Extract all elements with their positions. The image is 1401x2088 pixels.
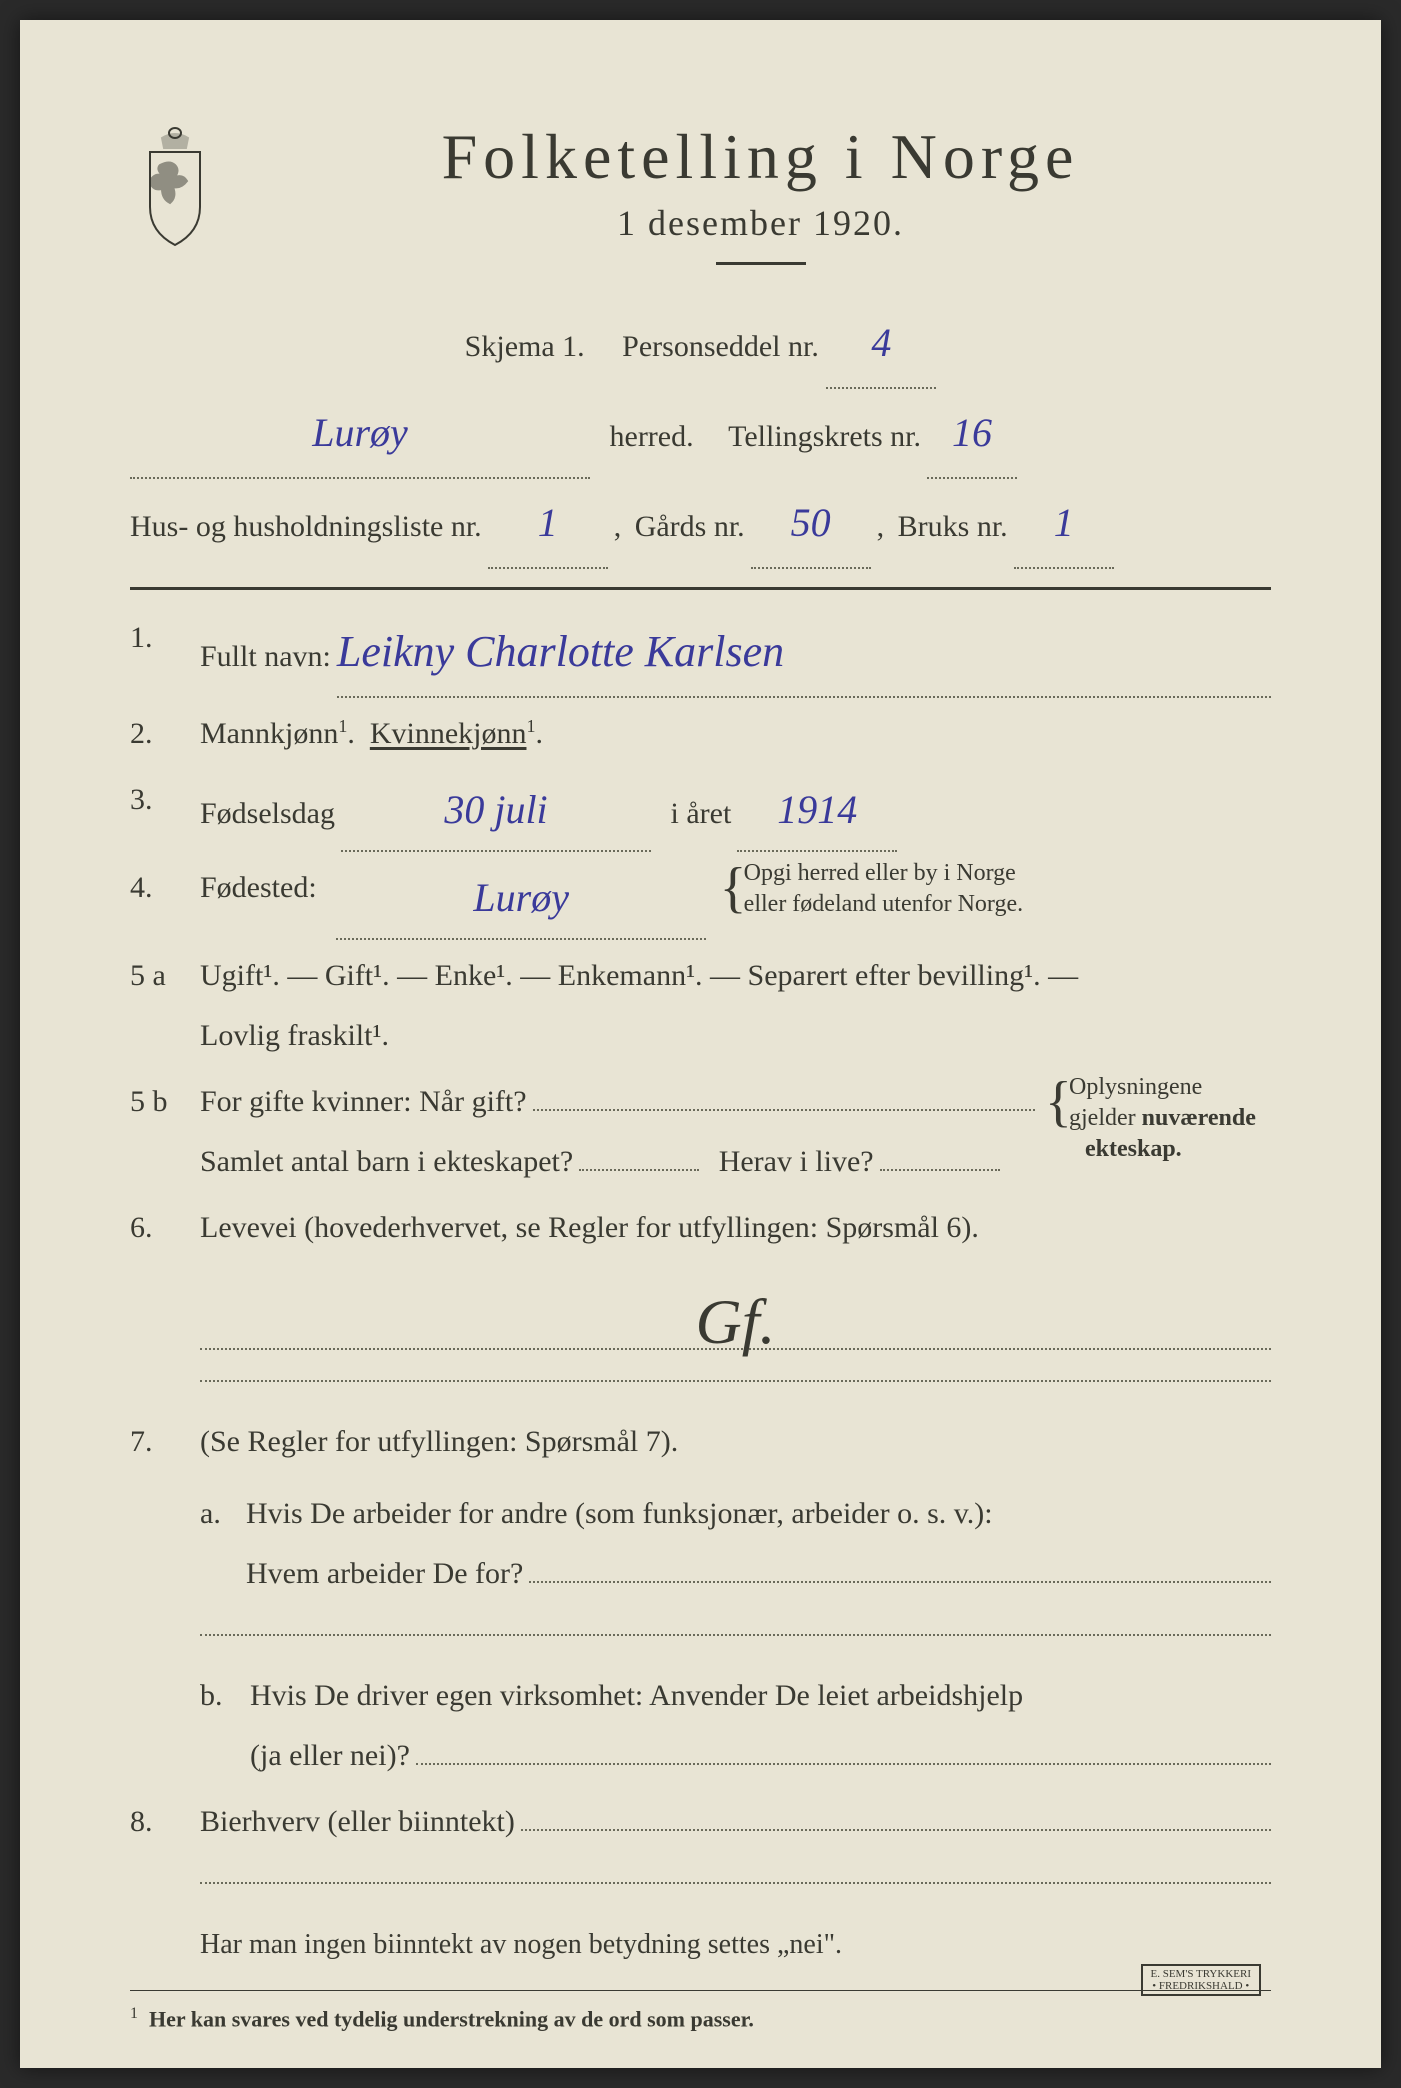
- skjema-line: Skjema 1. Personseddel nr. 4: [130, 299, 1271, 389]
- q5a-options: Ugift¹. — Gift¹. — Enke¹. — Enkemann¹. —…: [200, 946, 1271, 1006]
- q5a-options2: Lovlig fraskilt¹.: [200, 1006, 1271, 1066]
- q4-value: Lurøy: [473, 875, 569, 920]
- q5b-label1: For gifte kvinner: Når gift?: [200, 1072, 527, 1132]
- q5a: 5 a Ugift¹. — Gift¹. — Enke¹. — Enkemann…: [130, 946, 1271, 1066]
- q3-year: 1914: [777, 787, 857, 832]
- gards-value: 50: [791, 500, 831, 545]
- q7: 7. (Se Regler for utfyllingen: Spørsmål …: [130, 1412, 1271, 1604]
- q5b-label3: Herav i live?: [719, 1132, 874, 1192]
- q7b-text1: Hvis De driver egen virksomhet: Anvender…: [250, 1666, 1271, 1726]
- q5b-note: Oplysningene gjelder nuværende ekteskap.: [1051, 1072, 1271, 1166]
- q3-label: Fødselsdag: [200, 784, 335, 844]
- q3-day: 30 juli: [444, 787, 547, 832]
- q8-line: [200, 1882, 1271, 1884]
- q7a-text2: Hvem arbeider De for?: [246, 1544, 523, 1604]
- q5a-num: 5 a: [130, 946, 180, 1066]
- q7-num: 7.: [130, 1412, 180, 1604]
- q1: 1. Fullt navn: Leikny Charlotte Karlsen: [130, 608, 1271, 698]
- title-divider: [716, 262, 806, 265]
- census-form-page: Folketelling i Norge 1 desember 1920. Sk…: [20, 20, 1381, 2068]
- tellingskrets-label: Tellingskrets nr.: [728, 404, 921, 470]
- gards-label: Gårds nr.: [635, 494, 745, 560]
- q3-yearlabel: i året: [671, 784, 732, 844]
- title-block: Folketelling i Norge 1 desember 1920.: [250, 120, 1271, 289]
- header: Folketelling i Norge 1 desember 1920.: [130, 120, 1271, 289]
- q4-num: 4.: [130, 858, 180, 940]
- q6-num: 6.: [130, 1198, 180, 1318]
- q2-mann: Mannkjønn: [200, 717, 338, 750]
- q8: 8. Bierhverv (eller biinntekt): [130, 1792, 1271, 1852]
- q5b-label2: Samlet antal barn i ekteskapet?: [200, 1132, 573, 1192]
- q7-label: (Se Regler for utfyllingen: Spørsmål 7).: [200, 1412, 1271, 1472]
- q1-value: Leikny Charlotte Karlsen: [337, 627, 784, 676]
- q7a-num: a.: [200, 1484, 230, 1604]
- skjema-label: Skjema 1.: [465, 330, 585, 363]
- footnote: 1 Her kan svares ved tydelig understrekn…: [130, 2005, 1271, 2032]
- printer-stamp: E. SEM'S TRYKKERI • FREDRIKSHALD •: [1141, 1964, 1262, 1996]
- q5b: 5 b For gifte kvinner: Når gift? Samlet …: [130, 1072, 1271, 1192]
- q3-num: 3.: [130, 770, 180, 852]
- q4: 4. Fødested: Lurøy Opgi herred eller by …: [130, 858, 1271, 940]
- q7b-num: b.: [200, 1666, 230, 1786]
- q7a-line: [200, 1634, 1271, 1636]
- q4-label: Fødested:: [200, 858, 317, 918]
- q2-kvinne: Kvinnekjønn: [370, 717, 527, 750]
- section-divider: [130, 587, 1271, 590]
- q2: 2. Mannkjønn1. Kvinnekjønn1.: [130, 704, 1271, 764]
- main-title: Folketelling i Norge: [250, 120, 1271, 194]
- q6-label: Levevei (hovederhvervet, se Regler for u…: [200, 1211, 979, 1244]
- personseddel-label: Personseddel nr.: [622, 330, 819, 363]
- bruks-label: Bruks nr.: [898, 494, 1008, 560]
- tellingskrets-value: 16: [952, 410, 992, 455]
- house-line: Hus- og husholdningsliste nr. 1 , Gårds …: [130, 479, 1271, 569]
- herred-label: herred.: [610, 404, 694, 470]
- q7b-text2: (ja eller nei)?: [250, 1726, 410, 1786]
- herred-line: Lurøy herred. Tellingskrets nr. 16: [130, 389, 1271, 479]
- footnote-divider: [130, 1990, 1271, 1991]
- q6: 6. Levevei (hovederhvervet, se Regler fo…: [130, 1198, 1271, 1318]
- personseddel-value: 4: [871, 320, 891, 365]
- q8-label: Bierhverv (eller biinntekt): [200, 1792, 515, 1852]
- bottom-note: Har man ingen biinntekt av nogen betydni…: [200, 1914, 1271, 1976]
- subtitle-date: 1 desember 1920.: [250, 202, 1271, 244]
- herred-value: Lurøy: [312, 410, 408, 455]
- q2-num: 2.: [130, 704, 180, 764]
- bruks-value: 1: [1054, 500, 1074, 545]
- q8-num: 8.: [130, 1792, 180, 1852]
- huslist-value: 1: [538, 500, 558, 545]
- q7b: b. Hvis De driver egen virksomhet: Anven…: [200, 1666, 1271, 1786]
- q5b-num: 5 b: [130, 1072, 180, 1192]
- q1-num: 1.: [130, 608, 180, 698]
- q1-label: Fullt navn:: [200, 627, 331, 687]
- q6-value: Gf.: [696, 1286, 776, 1357]
- coat-of-arms-icon: [130, 120, 220, 250]
- q4-note: Opgi herred eller by i Norge eller fødel…: [726, 858, 1023, 920]
- q6-line2: [200, 1380, 1271, 1382]
- huslist-label: Hus- og husholdningsliste nr.: [130, 494, 482, 560]
- q7a-text1: Hvis De arbeider for andre (som funksjon…: [246, 1484, 1271, 1544]
- q3: 3. Fødselsdag 30 juli i året 1914: [130, 770, 1271, 852]
